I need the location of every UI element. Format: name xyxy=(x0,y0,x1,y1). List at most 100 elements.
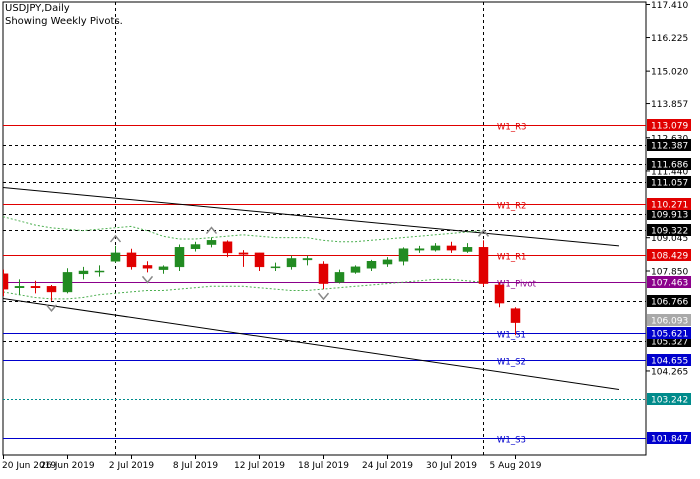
y-tick-label-7: 107.850 xyxy=(651,268,688,278)
price-tag-dashed-5-bg xyxy=(647,295,691,307)
candle-body-10 xyxy=(158,266,169,270)
price-tag-dashed-2-bg xyxy=(647,176,691,188)
candle-body-2 xyxy=(30,286,41,288)
price-tag-pivot-2: 108.429 xyxy=(651,252,688,262)
candle-body-15 xyxy=(238,252,249,255)
plot-frame xyxy=(2,1,647,456)
x-tick-label-3: 8 Jul 2019 xyxy=(173,461,218,471)
candle-body-32 xyxy=(510,308,521,323)
y-tick-label-6: 109.045 xyxy=(651,234,688,244)
y-tick-label-0: 117.410 xyxy=(651,1,688,11)
price-tag-pivot-4-bg xyxy=(647,327,691,339)
price-tag-pivot-1: 110.271 xyxy=(651,201,688,211)
pivot-label-w1-s2: W1_S2 xyxy=(497,358,526,368)
upper-band xyxy=(3,216,484,243)
price-tag-pivot-5: 104.655 xyxy=(651,357,688,367)
candle-body-27 xyxy=(430,245,441,251)
x-tick-label-7: 30 Jul 2019 xyxy=(426,461,477,471)
price-tag-pivot-6-bg xyxy=(647,432,691,444)
price-tag-dashed-3: 109.913 xyxy=(651,211,688,221)
price-tag-dashed-4: 109.322 xyxy=(651,227,688,237)
price-tag-pivot-1-bg xyxy=(647,198,691,210)
candle-body-3 xyxy=(46,286,57,293)
candle-body-1 xyxy=(14,286,25,288)
price-tag-gray-0-bg xyxy=(647,314,691,326)
fractal-up-icon-2 xyxy=(477,229,490,237)
pivot-label-w1-pivot: W1_Pivot xyxy=(497,280,537,290)
candle-body-21 xyxy=(334,272,345,283)
candle-body-12 xyxy=(190,244,201,249)
price-tag-gray-0: 106.093 xyxy=(651,317,688,327)
y-tick-label-5: 111.440 xyxy=(651,167,688,177)
fractal-down-icon-1 xyxy=(141,275,154,284)
price-tag-pivot-3: 107.463 xyxy=(651,279,688,289)
candle-body-4 xyxy=(62,272,73,293)
candle-body-8 xyxy=(126,252,137,268)
candle-body-31 xyxy=(494,284,505,304)
x-tick-label-8: 5 Aug 2019 xyxy=(490,461,542,471)
x-tick-label-0: 20 Jun 2019 xyxy=(2,461,56,471)
pivot-label-w1-s1: W1_S1 xyxy=(497,331,526,341)
price-tag-pivot-2-bg xyxy=(647,249,691,261)
price-tag-dashed-1-bg xyxy=(647,158,691,170)
candle-body-25 xyxy=(398,248,409,262)
pivot-label-w1-s3: W1_S3 xyxy=(497,436,526,446)
candle-body-28 xyxy=(446,245,457,251)
price-tag-pivot-3-bg xyxy=(647,276,691,288)
candle-body-17 xyxy=(270,266,281,269)
symbol-title: USDJPY,Daily xyxy=(5,3,70,14)
x-tick-label-1: 26 Jun 2019 xyxy=(40,461,94,471)
price-tag-dashed-5: 106.766 xyxy=(651,298,688,308)
candle-body-14 xyxy=(222,241,233,254)
pivot-label-w1-r3: W1_R3 xyxy=(497,123,526,133)
pivot-label-w1-r2: W1_R2 xyxy=(497,202,526,212)
price-tag-pivot-6: 101.847 xyxy=(651,435,688,445)
y-tick-label-8: 104.265 xyxy=(651,367,688,377)
candle-body-20 xyxy=(318,263,329,284)
candle-body-6 xyxy=(94,270,105,273)
candle-body-13 xyxy=(206,240,217,245)
chart-header: USDJPY,Daily Showing Weekly Pivots. xyxy=(5,2,123,28)
candle-body-16 xyxy=(254,252,265,268)
trend-line-1 xyxy=(3,297,620,390)
candle-body-0 xyxy=(3,273,9,290)
candle-body-23 xyxy=(366,261,377,269)
fractal-down-icon-0 xyxy=(45,304,58,313)
fractal-down-icon-2 xyxy=(317,292,330,301)
price-tag-pivot-5-bg xyxy=(647,354,691,366)
candle-body-9 xyxy=(142,265,153,269)
candle-body-18 xyxy=(286,258,297,268)
candle-body-22 xyxy=(350,266,361,273)
candle-body-5 xyxy=(78,270,89,275)
lower-band xyxy=(3,278,484,300)
y-tick-label-3: 113.857 xyxy=(651,100,688,110)
pivot-subtitle: Showing Weekly Pivots. xyxy=(5,16,123,27)
price-tag-dashed-0-bg xyxy=(647,139,691,151)
candle-body-26 xyxy=(414,248,425,251)
candle-body-11 xyxy=(174,247,185,268)
y-tick-label-2: 115.020 xyxy=(651,68,688,78)
price-tag-cyan-0: 103.242 xyxy=(651,396,688,406)
y-tick-label-1: 116.225 xyxy=(651,34,688,44)
candle-body-7 xyxy=(110,252,121,262)
candle-body-30 xyxy=(478,247,489,284)
candle-body-19 xyxy=(302,258,313,261)
price-tag-pivot-0: 113.079 xyxy=(651,122,688,132)
price-tag-dashed-2: 111.057 xyxy=(651,179,688,189)
candle-body-24 xyxy=(382,259,393,265)
x-tick-label-2: 2 Jul 2019 xyxy=(109,461,154,471)
candle-body-29 xyxy=(462,247,473,252)
pivot-label-w1-r1: W1_R1 xyxy=(497,253,526,263)
fractal-up-icon-0 xyxy=(109,234,122,243)
price-tag-dashed-4-bg xyxy=(647,224,691,236)
price-tag-cyan-0-bg xyxy=(647,393,691,405)
price-tag-dashed-3-bg xyxy=(647,208,691,220)
price-tag-dashed-6: 105.327 xyxy=(651,338,688,348)
x-tick-label-5: 18 Jul 2019 xyxy=(298,461,349,471)
price-tag-pivot-0-bg xyxy=(647,119,691,131)
trend-line-0 xyxy=(3,187,620,247)
x-tick-label-4: 12 Jul 2019 xyxy=(234,461,285,471)
price-tag-dashed-1: 111.686 xyxy=(651,161,688,171)
